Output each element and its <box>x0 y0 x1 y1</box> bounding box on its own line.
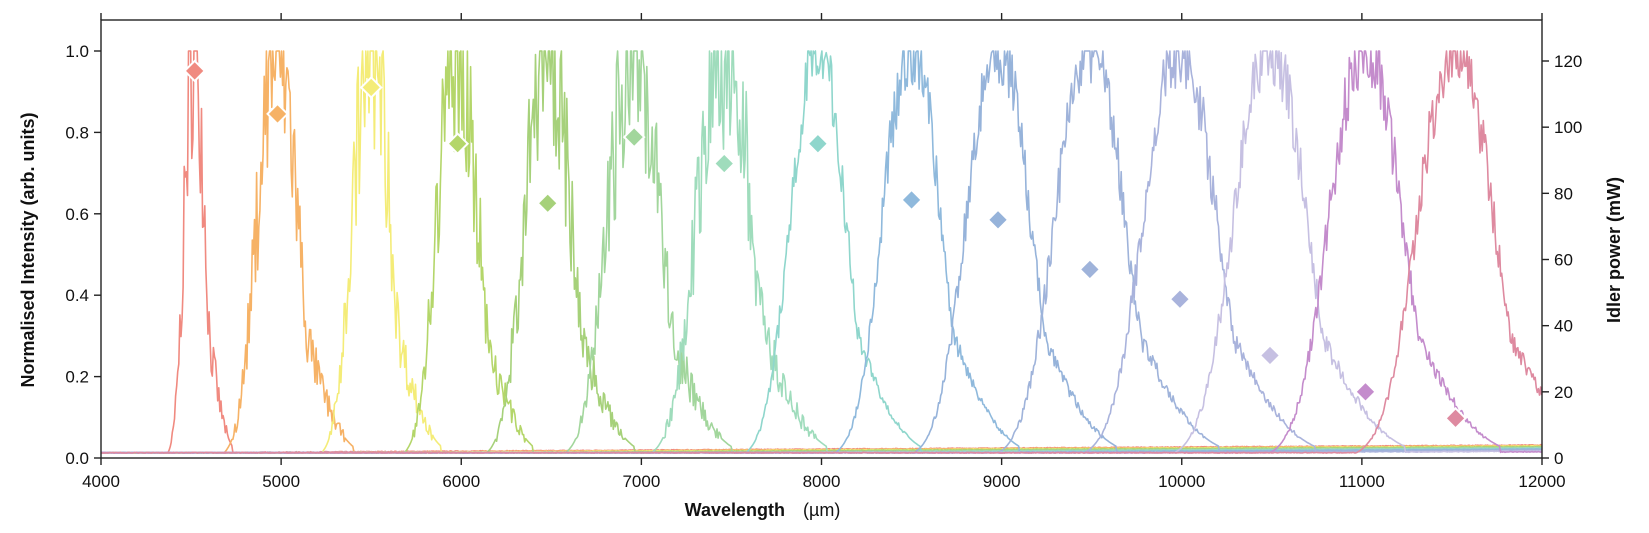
y-left-tick-label: 0.2 <box>65 368 89 387</box>
y-right-tick-label: 0 <box>1554 449 1563 468</box>
x-tick-label: 11000 <box>1339 472 1385 491</box>
spectrum-line <box>100 50 1542 454</box>
y-left-tick-label: 0.0 <box>65 449 89 468</box>
spectrum-line <box>101 50 1542 454</box>
x-tick-label: 5000 <box>262 472 300 491</box>
spectrum-line <box>100 50 1542 454</box>
power-marker <box>622 125 646 149</box>
y-right-axis-title: Idler power (mW) <box>1604 177 1624 323</box>
spectrum-line <box>100 50 1542 454</box>
x-tick-label: 6000 <box>442 472 480 491</box>
power-marker <box>806 132 830 156</box>
spectrum-line <box>100 50 1542 454</box>
spectrum-line <box>100 50 1542 454</box>
power-markers <box>183 59 1467 430</box>
x-axis-unit: (µm) <box>803 500 840 520</box>
spectrum-line <box>100 50 1542 454</box>
spectrum-line <box>100 50 1543 454</box>
axes: 4000 5000 6000 7000 8000 9000 10000 11000 12000 0… <box>65 13 1582 491</box>
y-right-tick-label: 40 <box>1554 317 1573 336</box>
spectrum-line <box>100 50 1542 454</box>
spectrum-line <box>100 50 1542 454</box>
power-marker <box>1078 258 1102 281</box>
power-marker <box>536 191 560 215</box>
x-tick-label: 10000 <box>1158 472 1205 491</box>
x-tick-label: 12000 <box>1518 472 1565 491</box>
power-marker <box>446 132 470 156</box>
x-tick-label: 7000 <box>622 472 660 491</box>
power-marker <box>359 76 383 99</box>
power-marker <box>712 152 736 175</box>
y-left-tick-label: 0.6 <box>65 205 89 224</box>
y-right-tick-label: 80 <box>1554 184 1573 203</box>
power-marker <box>1168 287 1192 311</box>
y-right-tick-label: 60 <box>1554 251 1573 270</box>
spectrum-line <box>100 50 1542 454</box>
spectrum-line <box>101 50 1542 454</box>
power-marker <box>1444 406 1467 430</box>
power-marker <box>1258 344 1282 367</box>
x-axis-title: Wavelength <box>685 500 785 520</box>
power-marker <box>900 188 923 212</box>
spectrum-line <box>100 50 1542 454</box>
y-right-tick-label: 120 <box>1554 52 1582 71</box>
x-tick-label: 4000 <box>82 472 120 491</box>
y-left-tick-label: 0.4 <box>65 286 89 305</box>
power-marker <box>986 208 1010 232</box>
power-marker <box>183 59 207 83</box>
x-tick-label: 9000 <box>983 472 1021 491</box>
spectrum-line <box>100 50 1543 454</box>
y-left-tick-label: 0.8 <box>65 123 89 142</box>
power-marker <box>1354 380 1377 404</box>
spectrum-line <box>101 50 1542 454</box>
y-left-tick-label: 1.0 <box>65 42 89 61</box>
x-tick-label: 8000 <box>803 472 841 491</box>
y-right-tick-label: 100 <box>1554 118 1582 137</box>
power-marker <box>266 102 289 126</box>
y-right-tick-label: 20 <box>1554 383 1573 402</box>
spectra-curves <box>100 50 1543 454</box>
y-left-axis-title: Normalised Intensity (arb. units) <box>18 112 38 387</box>
